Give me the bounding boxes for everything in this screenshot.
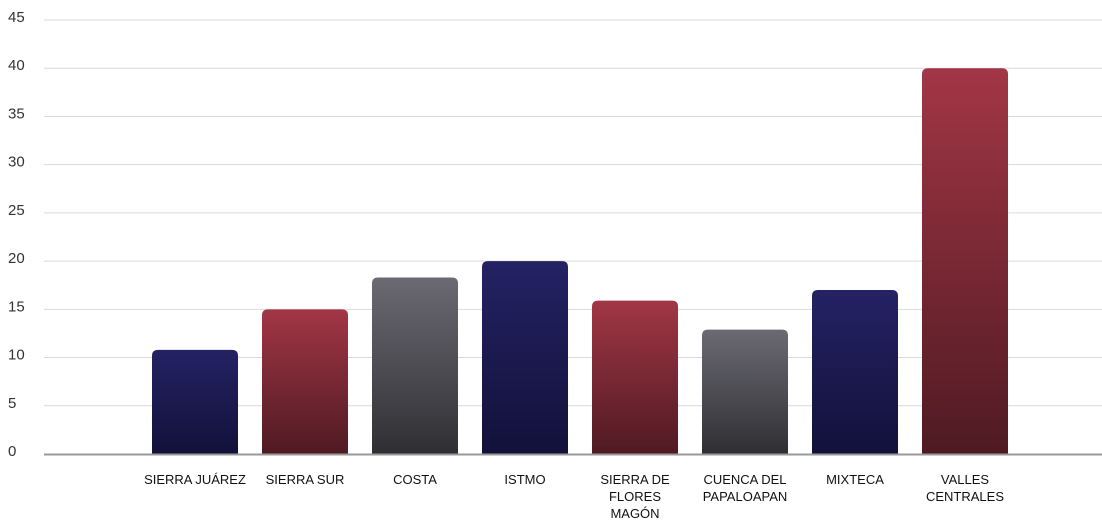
y-tick-label: 40 [8,57,25,74]
x-axis-labels: SIERRA JUÁREZ SIERRA SUR COSTA ISTMO SIERRA … [144,472,1004,521]
x-category-label: SIERRA DE FLORES MAGÓN [600,472,670,521]
y-tick-label: 25 [8,202,25,219]
y-axis-ticks: 0 5 10 15 20 25 30 35 40 45 [8,9,25,460]
y-tick-label: 15 [8,298,25,315]
x-category-label: SIERRA SUR [266,472,345,487]
bar [922,68,1008,454]
x-category-label: CUENCA DEL PAPALOAPAN [703,472,788,504]
y-tick-label: 10 [8,347,25,364]
bar [482,261,568,454]
y-tick-label: 0 [8,443,16,460]
bar [262,309,348,454]
y-tick-label: 45 [8,9,25,26]
bar [372,277,458,454]
bars [152,68,1008,454]
x-category-label: COSTA [393,472,437,487]
x-category-label: ISTMO [504,472,545,487]
x-category-label: VALLES CENTRALES [926,472,1004,504]
bar [592,300,678,454]
bar [152,349,238,454]
bar [702,329,788,454]
y-tick-label: 30 [8,154,25,171]
y-tick-label: 35 [8,105,25,122]
x-category-label: SIERRA JUÁREZ [144,472,246,487]
bar [812,290,898,454]
y-tick-label: 5 [8,395,16,412]
y-tick-label: 20 [8,250,25,267]
x-category-label: MIXTECA [826,472,884,487]
